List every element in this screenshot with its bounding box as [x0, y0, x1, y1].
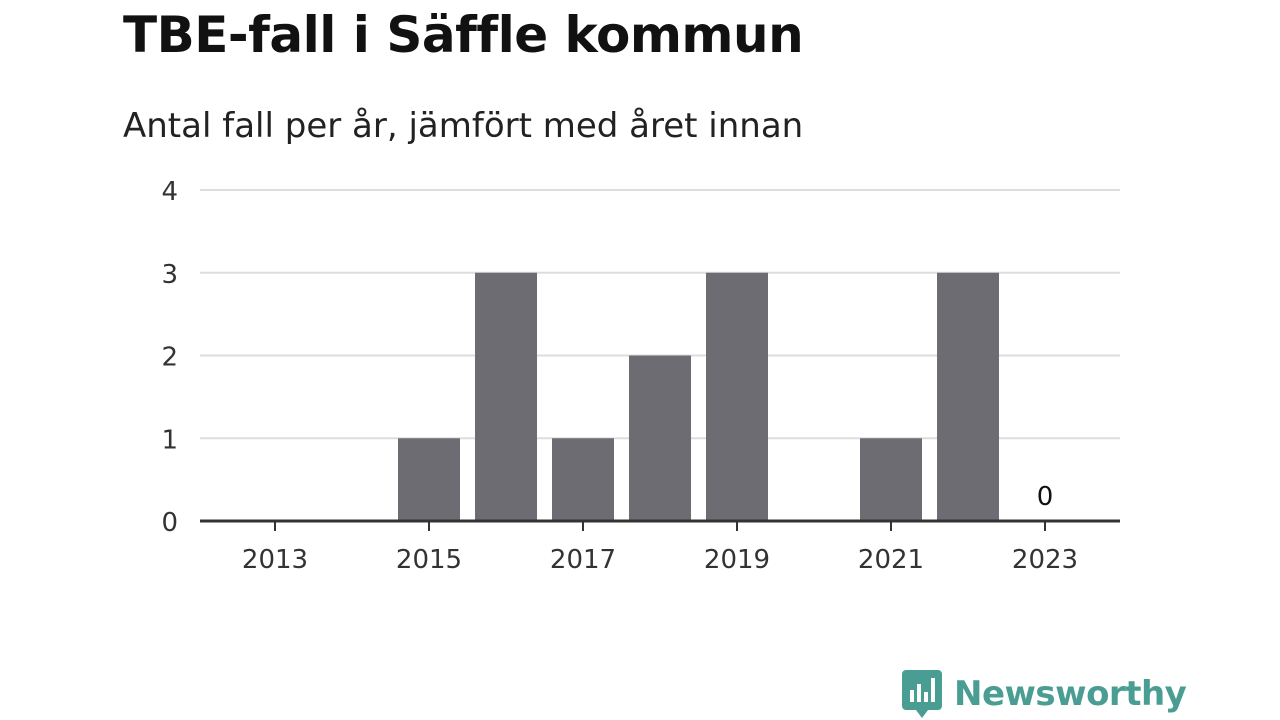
x-tick-label: 2019	[704, 545, 770, 575]
y-tick-label: 3	[161, 260, 178, 290]
x-tick-label: 2017	[550, 545, 616, 575]
x-tick-label: 2013	[242, 545, 308, 575]
x-tick-label: 2015	[396, 545, 462, 575]
newsworthy-logo-icon	[902, 670, 942, 718]
y-tick-label: 0	[161, 508, 178, 538]
brand-name: Newsworthy	[954, 674, 1187, 714]
y-tick-label: 4	[161, 177, 178, 207]
bar	[552, 438, 614, 521]
chart-subtitle: Antal fall per år, jämfört med året inna…	[123, 106, 804, 146]
data-label: 0	[1037, 482, 1054, 512]
y-tick-label: 1	[161, 425, 178, 455]
bar	[706, 272, 768, 521]
chart-title: TBE-fall i Säffle kommun	[123, 6, 804, 64]
x-tick-label: 2023	[1012, 545, 1078, 575]
x-tick-label: 2021	[858, 545, 924, 575]
bar	[475, 272, 537, 521]
bar	[398, 438, 460, 521]
brand-logo: Newsworthy	[902, 670, 1187, 718]
y-tick-label: 2	[161, 343, 178, 373]
bar	[937, 272, 999, 521]
bar	[629, 355, 691, 521]
bar	[860, 438, 922, 521]
